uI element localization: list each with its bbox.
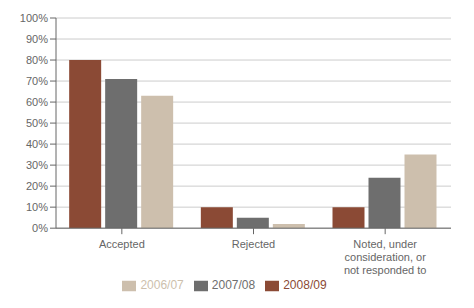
html-text:2006/07: 2006/07 — [140, 278, 184, 293]
svg-text:70%: 70% — [26, 75, 48, 87]
svg-text:80%: 80% — [26, 54, 48, 66]
svg-text:60%: 60% — [26, 96, 48, 108]
svg-text:30%: 30% — [26, 159, 48, 171]
svg-text:0%: 0% — [32, 222, 48, 234]
svg-text:Accepted: Accepted — [99, 238, 145, 250]
svg-text:10%: 10% — [26, 201, 48, 213]
svg-text:40%: 40% — [26, 138, 48, 150]
svg-text:90%: 90% — [26, 33, 48, 45]
html-text:2007/08: 2007/08 — [211, 278, 256, 293]
svg-text:20%: 20% — [26, 180, 48, 192]
svg-text:50%: 50% — [26, 117, 48, 129]
svg-text:Noted, underconsideration, orn: Noted, underconsideration, ornot respond… — [344, 238, 427, 276]
svg-text:Rejected: Rejected — [232, 238, 275, 250]
html-text:2008/09: 2008/09 — [283, 278, 327, 293]
svg-text:100%: 100% — [20, 12, 48, 24]
